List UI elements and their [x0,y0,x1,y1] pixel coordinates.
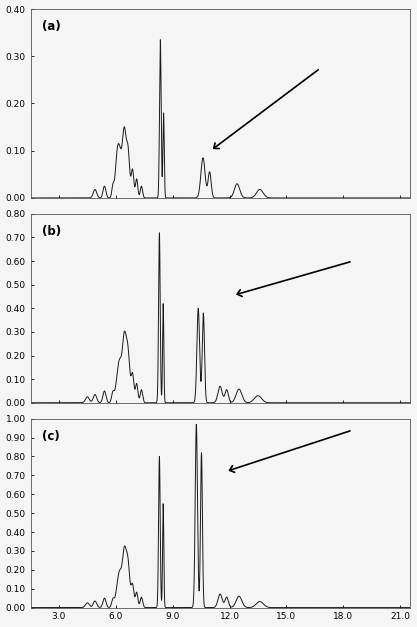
Text: (a): (a) [42,21,60,33]
Text: (b): (b) [42,225,61,238]
Text: (c): (c) [42,430,60,443]
